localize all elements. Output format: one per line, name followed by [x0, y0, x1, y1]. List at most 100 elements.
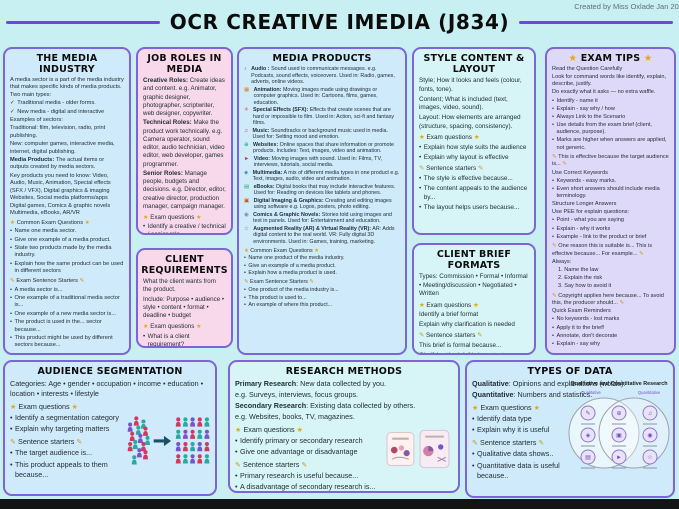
- line-text: An example of where this product...: [248, 302, 400, 309]
- box-content: Read the Question Carefully Look for comm…: [547, 66, 674, 353]
- multimedia-icon: ◈: [244, 169, 249, 176]
- header-text: Sentence starters: [480, 438, 537, 448]
- box-content: What the client wants from the product. I…: [138, 278, 231, 348]
- line-text: The target audience is...: [15, 448, 130, 458]
- bullet-icon: •: [10, 413, 13, 423]
- bullet-item: • Explain how the same product can be use…: [10, 261, 124, 276]
- box-title: CLIENT BRIEF FORMATS: [436, 249, 512, 271]
- line-body: Style; How it looks and feels (colour, f…: [419, 77, 522, 93]
- text-line: e.g. Websites, books, TV, magazines.: [235, 412, 453, 422]
- bullet-icon: •: [419, 175, 422, 183]
- box-title: TYPES OF DATA: [527, 366, 613, 377]
- pencil-icon: ✎: [552, 154, 557, 161]
- line-body: Quick Exam Reminders: [552, 308, 611, 315]
- box-audience-segmentation: AUDIENCE SEGMENTATION Categories: Age • …: [3, 360, 217, 496]
- text-line: Always:: [552, 259, 669, 266]
- pencil-icon: ✎: [619, 300, 625, 307]
- star-icon: ★: [533, 402, 541, 412]
- header-text: Common Exam Questions: [250, 247, 313, 254]
- text-line: Traditional: film, television, radio, pr…: [10, 125, 124, 140]
- box-client-requirements: CLIENT REQUIREMENTS What the client want…: [136, 248, 233, 348]
- venn-left-label: Qualitative: [581, 390, 601, 395]
- text-line: Look for command words like identify, ex…: [552, 74, 669, 88]
- sentence-starters-header: ✎ Exam Sentence Starters ✎: [10, 278, 124, 285]
- bullet-item: • The product is used in the... sector be…: [10, 319, 124, 334]
- box-content: Qualitative: Opinions and explanations (…: [467, 379, 673, 486]
- line-text: The layout helps users because...: [424, 204, 529, 213]
- line-body: What is a client requirement?: [147, 332, 190, 348]
- line-body: Examples of sectors:: [10, 117, 63, 124]
- header-text: Sentence starters: [243, 459, 300, 469]
- star-icon: ★: [244, 247, 249, 254]
- bullet-icon: •: [10, 459, 13, 469]
- bullet-icon: •: [419, 185, 422, 193]
- line-text: The product is used in the... sector bec…: [15, 319, 125, 334]
- bullet-item: • Explain how style suits the audience: [419, 144, 529, 153]
- box-title: AUDIENCE SEGMENTATION: [37, 366, 183, 377]
- text-line: Technical Roles: Make the product work t…: [143, 119, 226, 169]
- line-lead: Technical Roles:: [143, 119, 192, 127]
- text-line: Secondary Research: Existing data collec…: [235, 401, 453, 411]
- line-lead: Secondary Research: [235, 401, 307, 411]
- pencil-icon: ✎: [478, 165, 484, 173]
- text-line: Primary Research: New data collected by …: [235, 379, 453, 389]
- header-text: Sentence starters: [18, 437, 75, 447]
- text-line: Categories: Age • gender • occupation • …: [10, 379, 210, 399]
- text-line: New: computer games, interactive media, …: [10, 141, 124, 156]
- line-body: Content; What is included (text, images,…: [419, 95, 508, 112]
- page-title: OCR CREATIVE IMEDIA (J834): [169, 10, 510, 34]
- line-text: Music: Soundtracks or background music u…: [253, 128, 400, 141]
- line-body: What the client wants from the product.: [143, 278, 216, 294]
- header-text: Exam questions: [426, 301, 472, 309]
- box-media-industry: THE MEDIA INDUSTRY A media sector is a p…: [3, 47, 131, 355]
- sentence-starters-header: ✎ Copyright applies here because... To a…: [552, 293, 669, 307]
- line-text: The content appeals to the audience by..…: [424, 185, 529, 203]
- digital-imaging-icon: ▣: [244, 197, 250, 204]
- line-body: Identify a segmentation category: [15, 413, 119, 423]
- bullet-item: • This product is used to...: [244, 295, 400, 302]
- bottom-black-strip: [0, 499, 679, 509]
- bullet-item: • Explain why layout is effective: [419, 154, 529, 163]
- bullet-item: • Identify a creative / technical / senio…: [143, 223, 226, 233]
- bullet-icon: •: [10, 245, 12, 252]
- line-body: Apply it to the brief!: [556, 324, 605, 331]
- text-line: Examples of sectors:: [10, 117, 124, 124]
- star-icon: ★: [296, 424, 304, 434]
- exam-questions-header: ★ Exam questions ★: [472, 403, 578, 413]
- video-icon: ►: [244, 155, 250, 162]
- line-text: Always Link to the Scenario: [556, 114, 669, 121]
- header-right-line: [519, 20, 673, 24]
- svg-text:▤: ▤: [585, 455, 591, 461]
- text-line: Types: Commission • Formal • Informal • …: [419, 273, 529, 299]
- ebook-icon: ▤: [244, 183, 250, 190]
- bullet-item: • Explain why it is useful: [472, 425, 578, 435]
- bullet-icon: •: [472, 414, 475, 424]
- line-body: No keywords - lost marks: [556, 316, 620, 323]
- text-line: Read the Question Carefully: [552, 66, 669, 73]
- line-body: Explain why clarification is needed: [419, 320, 515, 328]
- bullet-item: • What is a client requirement?: [143, 332, 226, 348]
- svg-text:✎: ✎: [585, 410, 590, 417]
- bullet-icon: •: [552, 113, 554, 120]
- text-line: Do exactly what it asks — no extra waffl…: [552, 89, 669, 96]
- bullet-icon: •: [10, 424, 13, 434]
- line-body: One product of the media industry is...: [248, 286, 339, 293]
- line-text: Name one product of the media industry.: [248, 255, 400, 262]
- line-body: Explain how style suits the audience: [423, 144, 527, 152]
- ar-vr-icon: ☆: [244, 225, 249, 232]
- line-body: Example - link to the product or brief: [556, 233, 647, 240]
- line-text: No keywords - lost marks: [556, 316, 669, 323]
- exam-questions-header: ★ Common Exam Questions ★: [244, 248, 400, 255]
- line-body: Explain - say why / how: [556, 105, 615, 112]
- line-text: Animation: Moving images made using draw…: [254, 87, 400, 107]
- box-title: MEDIA PRODUCTS: [272, 53, 372, 64]
- line-body: Identify data type: [477, 414, 532, 424]
- text-line: Identify a brief format: [419, 311, 529, 320]
- exam-questions-header: ★ Exam questions ★: [419, 134, 529, 143]
- product-item: ► Video: Moving images with sound. Used i…: [244, 156, 400, 169]
- line-text: Identify - name it: [556, 98, 669, 105]
- sentence-starters-header: ✎ Exam Sentence Starters ✎: [244, 279, 400, 286]
- line-body: Name one product of the media industry.: [248, 255, 345, 262]
- line-text: Even short answers should include media …: [556, 186, 669, 200]
- line-text: Multimedia: A mix of different media typ…: [253, 170, 400, 183]
